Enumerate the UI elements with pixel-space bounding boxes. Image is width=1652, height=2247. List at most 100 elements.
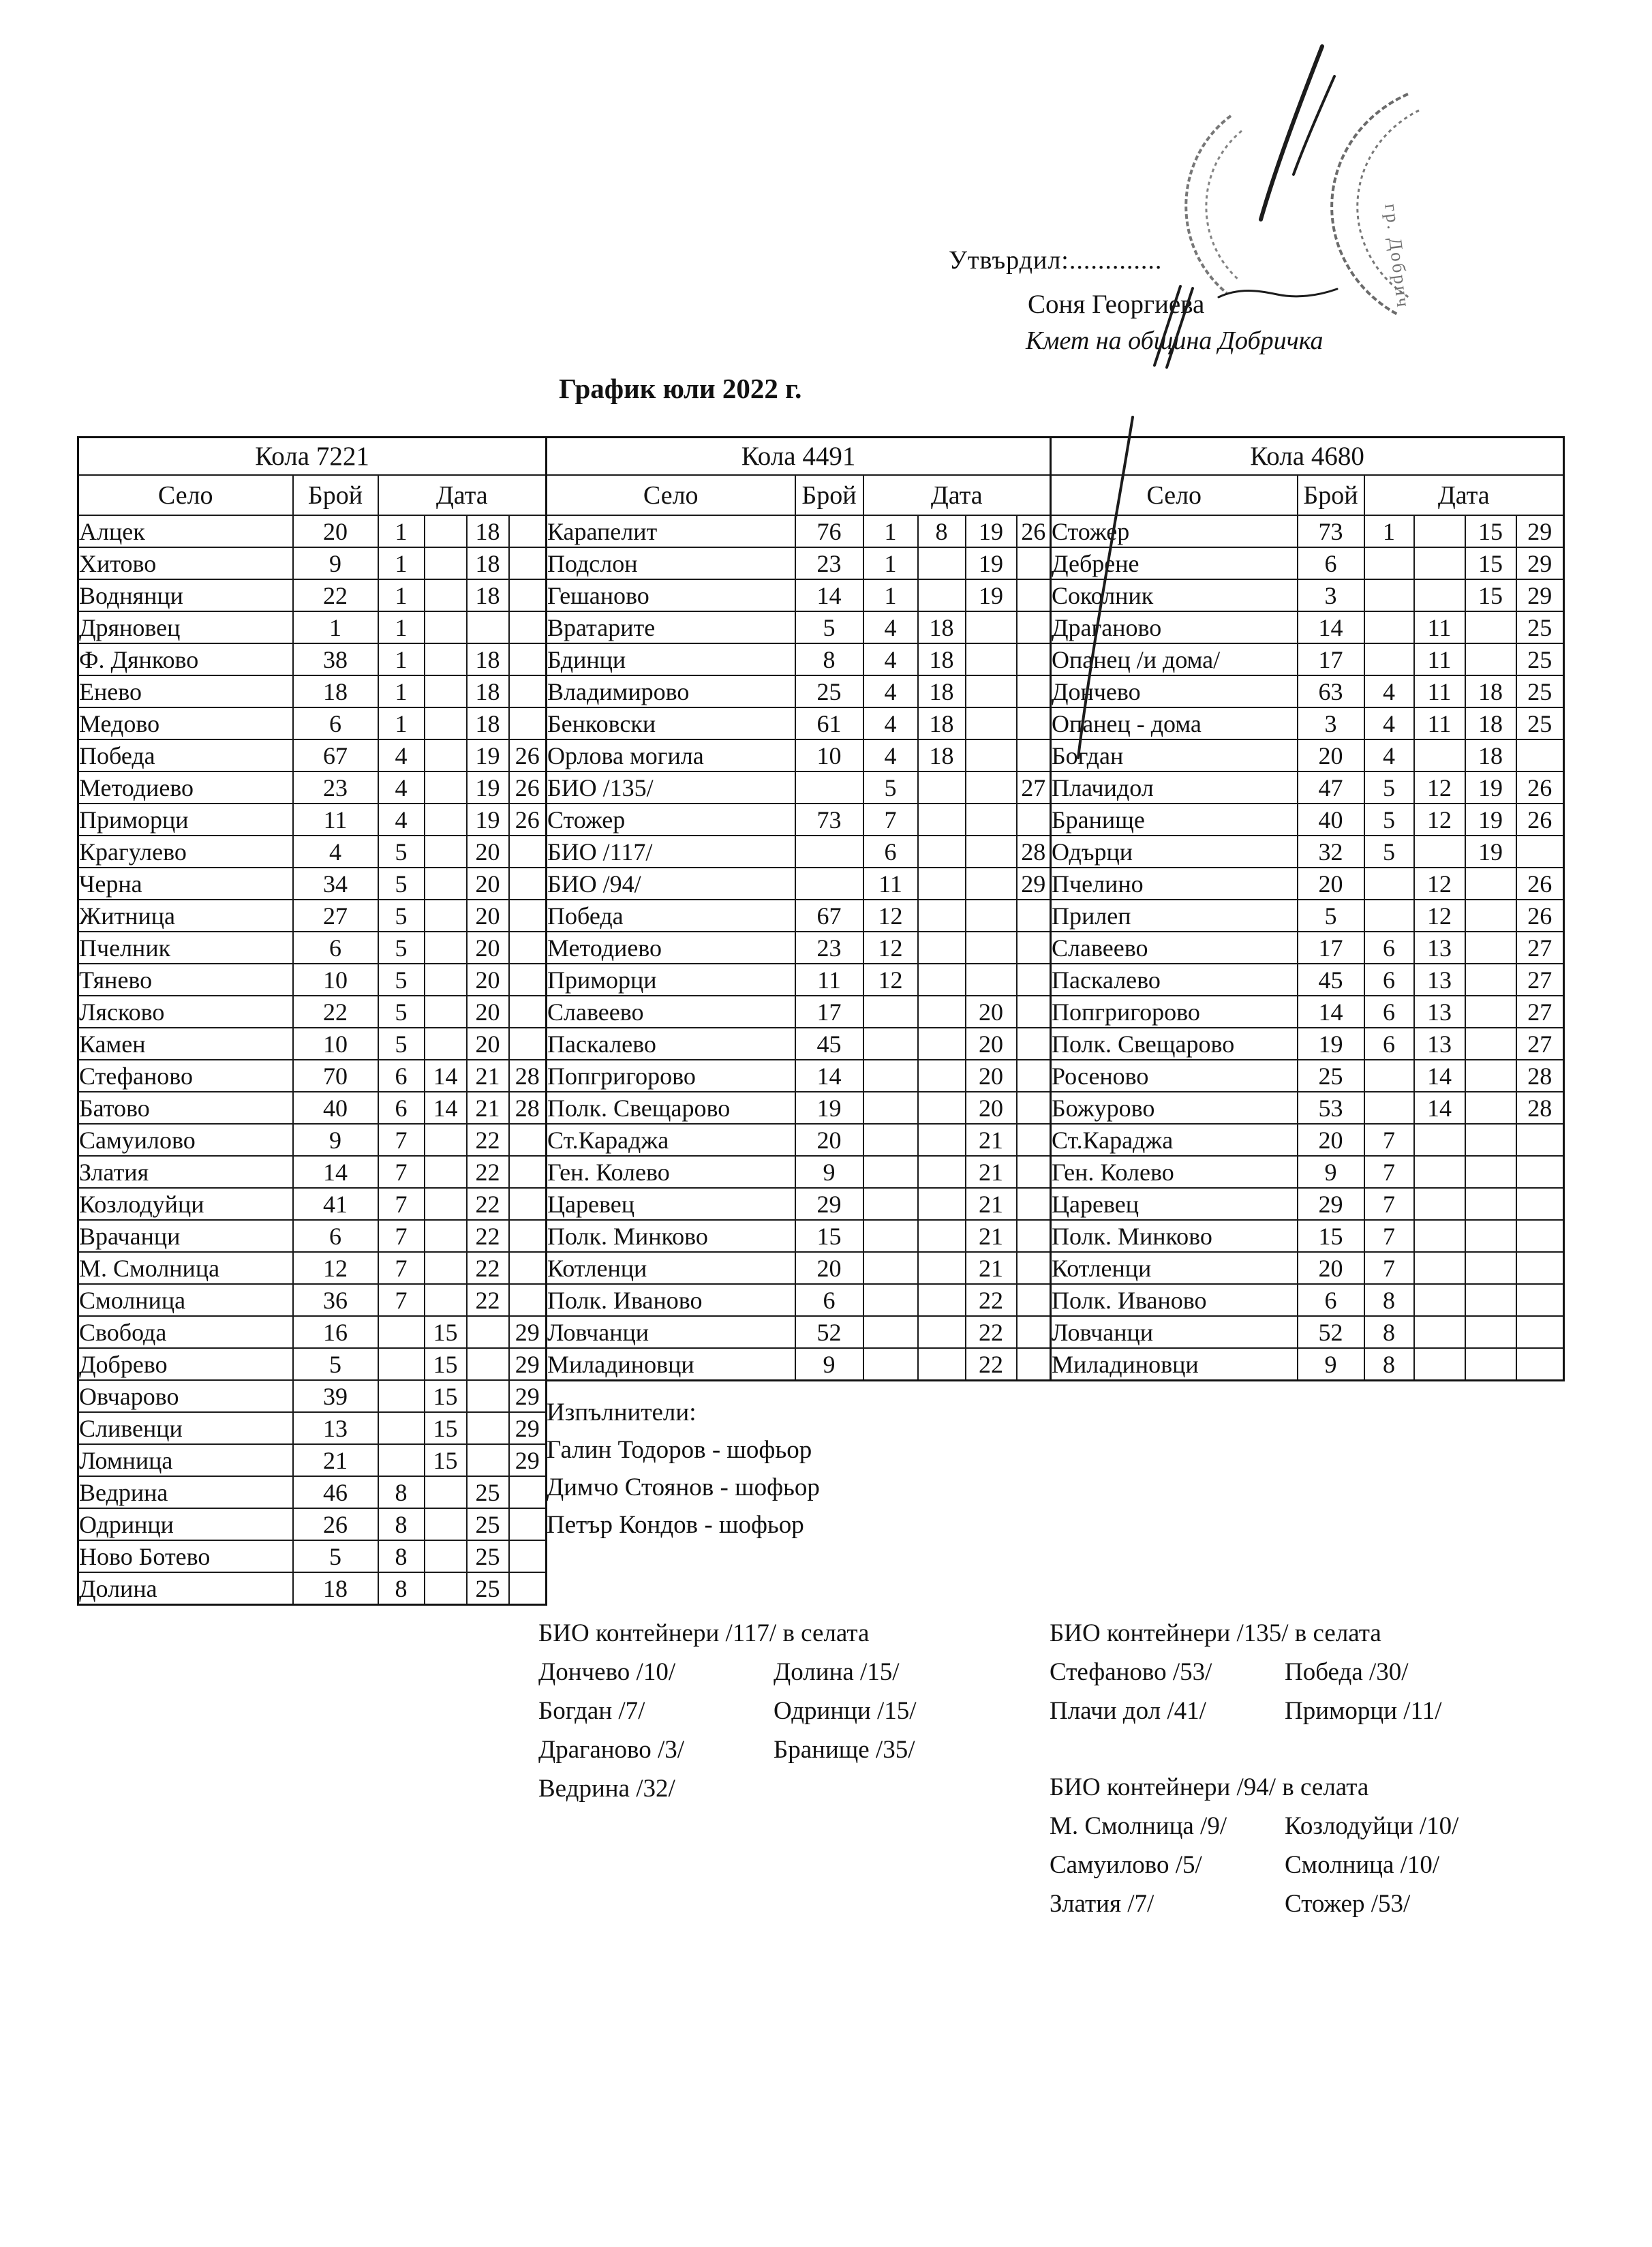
date-cell: 20 — [465, 931, 510, 964]
village-cell: Богдан — [1050, 739, 1298, 772]
date-cell: 25 — [1515, 611, 1565, 644]
date-cell: 19 — [1464, 835, 1517, 868]
date-cell — [964, 611, 1018, 644]
village-cell: Долина — [77, 1572, 294, 1606]
count-cell: 20 — [1296, 739, 1365, 772]
date-cell — [1413, 1155, 1466, 1189]
village-cell: Свобода — [77, 1315, 294, 1349]
date-cell — [1015, 1155, 1052, 1189]
date-cell — [423, 899, 468, 932]
date-cell — [1464, 1347, 1517, 1381]
table-row: Полк. Свещарово 19 6 13 27 — [1050, 1027, 1565, 1060]
table-row: Ведрина 46 8 25 — [77, 1476, 547, 1509]
date-cell — [423, 1540, 468, 1573]
count-cell: 25 — [1296, 1059, 1365, 1092]
date-cell — [1464, 1219, 1517, 1253]
bio-row: Стефаново /53/Победа /30/ — [1050, 1653, 1441, 1692]
date-cell — [917, 547, 966, 580]
village-cell: Опанец /и дома/ — [1050, 643, 1298, 676]
date-cell — [508, 675, 547, 708]
village-cell: Полк. Минково — [545, 1219, 796, 1253]
date-cell — [862, 1283, 919, 1317]
count-cell: 5 — [292, 1347, 379, 1381]
village-cell: Ново Ботево — [77, 1540, 294, 1573]
count-cell: 14 — [794, 579, 864, 612]
date-cell — [917, 1027, 966, 1060]
date-cell — [508, 931, 547, 964]
bio-village-left: Драганово /3/ — [538, 1736, 685, 1764]
date-cell: 6 — [1363, 995, 1415, 1028]
village-cell: Самуилово — [77, 1123, 294, 1157]
date-cell — [1464, 867, 1517, 900]
village-cell: БИО /135/ — [545, 771, 796, 804]
count-cell: 19 — [794, 1091, 864, 1125]
date-cell: 6 — [1363, 931, 1415, 964]
date-cell: 11 — [1413, 643, 1466, 676]
date-cell: 22 — [465, 1251, 510, 1285]
count-cell: 6 — [292, 931, 379, 964]
village-cell: Плачидол — [1050, 771, 1298, 804]
date-cell: 25 — [1515, 643, 1565, 676]
village-cell: Победа — [545, 899, 796, 932]
date-cell: 13 — [1413, 1027, 1466, 1060]
count-cell — [794, 867, 864, 900]
date-cell — [508, 963, 547, 996]
date-cell — [1515, 1219, 1565, 1253]
date-cell — [1464, 963, 1517, 996]
village-cell: Славеево — [1050, 931, 1298, 964]
date-cell: 18 — [917, 675, 966, 708]
count-cell: 70 — [292, 1059, 379, 1092]
date-cell — [423, 1027, 468, 1060]
bio-village-right: Приморци /11/ — [1285, 1697, 1442, 1725]
date-cell — [423, 771, 468, 804]
executors-list: Галин Тодоров - шофьор Димчо Стоянов - шо… — [547, 1431, 820, 1544]
date-cell: 1 — [862, 547, 919, 580]
date-cell: 28 — [1515, 1091, 1565, 1125]
date-cell: 4 — [862, 643, 919, 676]
date-cell: 19 — [964, 515, 1018, 548]
date-cell: 8 — [377, 1508, 425, 1541]
count-cell: 40 — [292, 1091, 379, 1125]
date-cell: 7 — [1363, 1155, 1415, 1189]
bio-village-left: Плачи дол /41/ — [1050, 1697, 1206, 1725]
count-cell: 46 — [292, 1476, 379, 1509]
date-cell — [1515, 1123, 1565, 1157]
village-cell: Гешаново — [545, 579, 796, 612]
date-cell: 7 — [377, 1155, 425, 1189]
table-row: Царевец 29 21 — [545, 1187, 1052, 1221]
date-cell — [1515, 1155, 1565, 1189]
date-cell — [1363, 611, 1415, 644]
date-cell: 26 — [508, 803, 547, 836]
date-cell: 14 — [1413, 1091, 1466, 1125]
village-cell: Енево — [77, 675, 294, 708]
bio-village-right: Победа /30/ — [1285, 1658, 1409, 1686]
table-row: Методиево 23 4 19 26 — [77, 771, 547, 804]
table-row: Котленци 20 21 — [545, 1251, 1052, 1285]
bio-list-135: БИО контейнери /135/ в селата Стефаново /… — [1050, 1614, 1441, 1730]
date-cell: 4 — [377, 803, 425, 836]
date-cell: 28 — [508, 1091, 547, 1125]
date-cell — [508, 547, 547, 580]
count-cell: 11 — [292, 803, 379, 836]
date-cell — [423, 611, 468, 644]
table-row: Божурово 53 14 28 — [1050, 1091, 1565, 1125]
car-title: Кола 7221 — [77, 436, 547, 476]
date-cell — [917, 963, 966, 996]
count-cell: 1 — [292, 611, 379, 644]
village-cell: Добрево — [77, 1347, 294, 1381]
village-cell: Ф. Дянково — [77, 643, 294, 676]
date-cell — [377, 1379, 425, 1413]
count-cell: 3 — [1296, 707, 1365, 740]
date-cell — [917, 835, 966, 868]
count-cell: 67 — [292, 739, 379, 772]
date-cell — [1464, 1315, 1517, 1349]
table-row: Ф. Дянково 38 1 18 — [77, 643, 547, 676]
date-cell: 15 — [423, 1315, 468, 1349]
bio-village-left: М. Смолница /9/ — [1050, 1812, 1227, 1840]
village-cell: Миладиновци — [545, 1347, 796, 1381]
count-cell: 3 — [1296, 579, 1365, 612]
count-cell: 19 — [1296, 1027, 1365, 1060]
village-cell: Приморци — [545, 963, 796, 996]
village-cell: Паскалево — [1050, 963, 1298, 996]
count-cell: 18 — [292, 1572, 379, 1606]
